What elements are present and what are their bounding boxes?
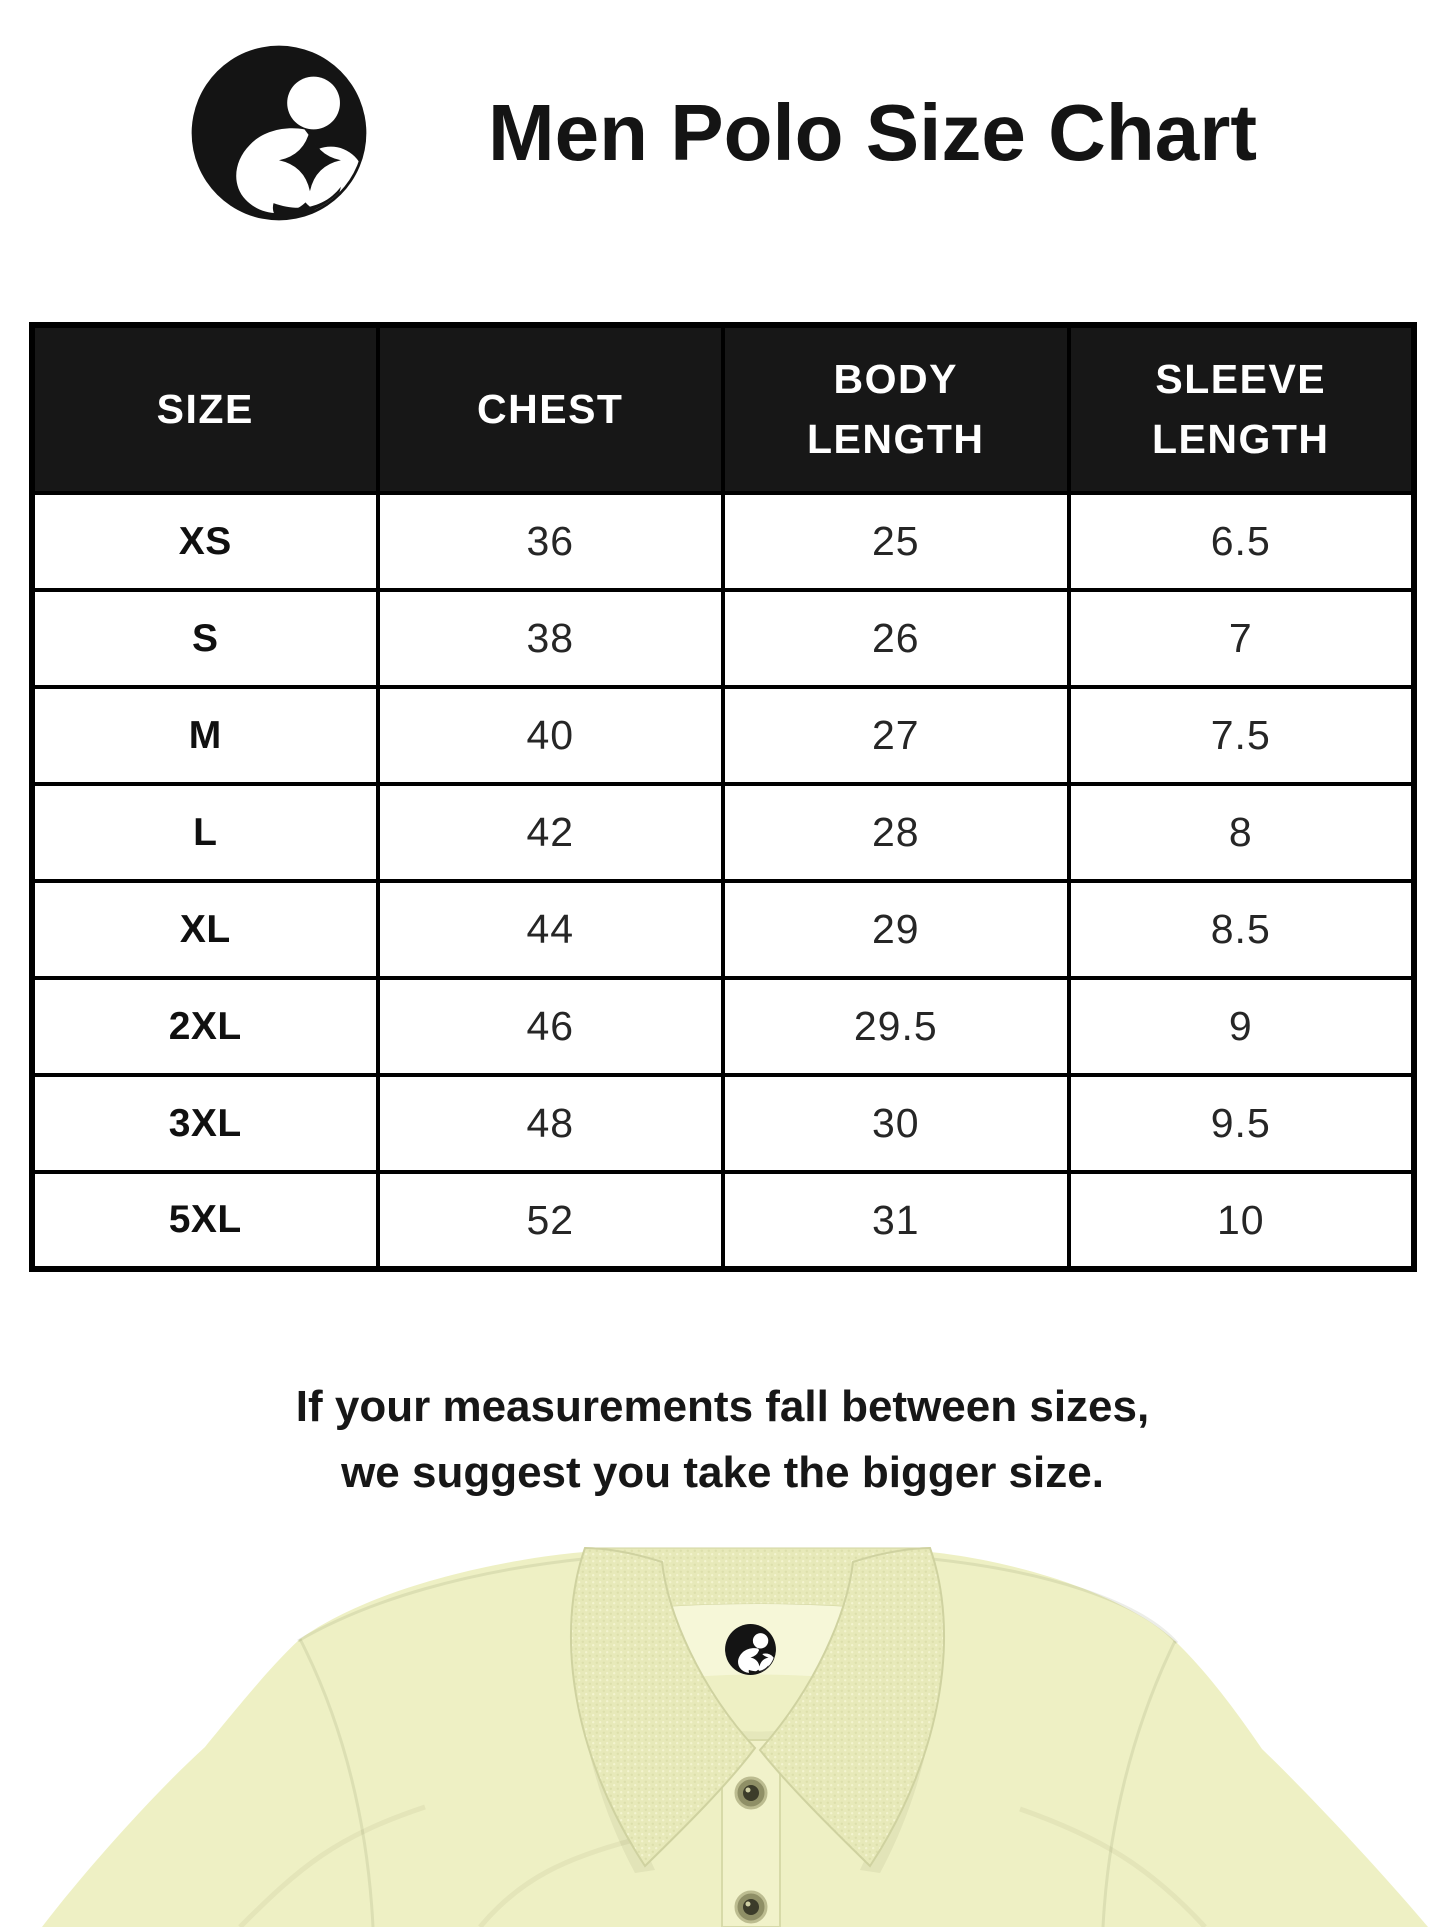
value-cell: 28 <box>721 782 1071 883</box>
value-cell: 6.5 <box>1066 491 1416 592</box>
value-cell: 8.5 <box>1066 879 1416 980</box>
value-cell: 46 <box>375 976 725 1077</box>
value-cell: 29.5 <box>721 976 1071 1077</box>
value-cell: 44 <box>375 879 725 980</box>
collar-left-flap <box>569 1546 757 1868</box>
table-row: 2XL 46 29.5 9 <box>30 976 1416 1077</box>
value-cell: 42 <box>375 782 725 883</box>
table-row: L 42 28 8 <box>30 782 1416 883</box>
size-table-body: XS 36 25 6.5 S 38 26 7 M 40 27 7.5 L 42 28 8 XL 44 29 8.5 2X… <box>30 491 1416 1271</box>
collar-right-flap <box>758 1546 946 1868</box>
size-note-line1: If your measurements fall between sizes, <box>295 1382 1150 1431</box>
polo-shirt-illustration <box>42 1546 1428 1927</box>
table-row: 5XL 52 31 10 <box>30 1170 1416 1271</box>
shirt-placket <box>721 1739 781 1927</box>
size-note: If your measurements fall between sizes,… <box>0 1374 1445 1506</box>
size-note-line2: we suggest you take the bigger size. <box>341 1448 1104 1497</box>
value-cell: 52 <box>375 1170 725 1271</box>
column-header-chest: CHEST <box>375 323 725 495</box>
value-cell: 31 <box>721 1170 1071 1271</box>
table-row: 3XL 48 30 9.5 <box>30 1073 1416 1174</box>
value-cell: 30 <box>721 1073 1071 1174</box>
size-cell: M <box>30 685 380 786</box>
value-cell: 25 <box>721 491 1071 592</box>
page-title: Men Polo Size Chart <box>488 88 1257 177</box>
value-cell: 9 <box>1066 976 1416 1077</box>
value-cell: 48 <box>375 1073 725 1174</box>
value-cell: 7 <box>1066 588 1416 689</box>
shirt-button-bottom <box>734 1890 768 1924</box>
value-cell: 38 <box>375 588 725 689</box>
size-cell: XL <box>30 879 380 980</box>
size-cell: XS <box>30 491 380 592</box>
value-cell: 8 <box>1066 782 1416 883</box>
size-table: SIZE CHEST BODY LENGTH SLEEVE LENGTH XS 36 25… <box>29 322 1417 1272</box>
table-row: S 38 26 7 <box>30 588 1416 689</box>
column-header-body-length: BODY LENGTH <box>721 323 1071 495</box>
size-table-header-row: SIZE CHEST BODY LENGTH SLEEVE LENGTH <box>30 323 1416 495</box>
size-cell: 3XL <box>30 1073 380 1174</box>
value-cell: 7.5 <box>1066 685 1416 786</box>
header: Men Polo Size Chart <box>0 0 1445 224</box>
size-cell: L <box>30 782 380 883</box>
size-cell: S <box>30 588 380 689</box>
column-header-sleeve-length: SLEEVE LENGTH <box>1066 323 1416 495</box>
polo-shirt-photo <box>0 1535 1445 1927</box>
column-header-size: SIZE <box>30 323 380 495</box>
table-row: M 40 27 7.5 <box>30 685 1416 786</box>
value-cell: 9.5 <box>1066 1073 1416 1174</box>
value-cell: 36 <box>375 491 725 592</box>
shirt-button-top <box>734 1776 768 1810</box>
size-cell: 2XL <box>30 976 380 1077</box>
size-cell: 5XL <box>30 1170 380 1271</box>
value-cell: 26 <box>721 588 1071 689</box>
brand-logo-icon <box>188 42 370 224</box>
table-row: XL 44 29 8.5 <box>30 879 1416 980</box>
value-cell: 29 <box>721 879 1071 980</box>
value-cell: 27 <box>721 685 1071 786</box>
value-cell: 10 <box>1066 1170 1416 1271</box>
value-cell: 40 <box>375 685 725 786</box>
table-row: XS 36 25 6.5 <box>30 491 1416 592</box>
